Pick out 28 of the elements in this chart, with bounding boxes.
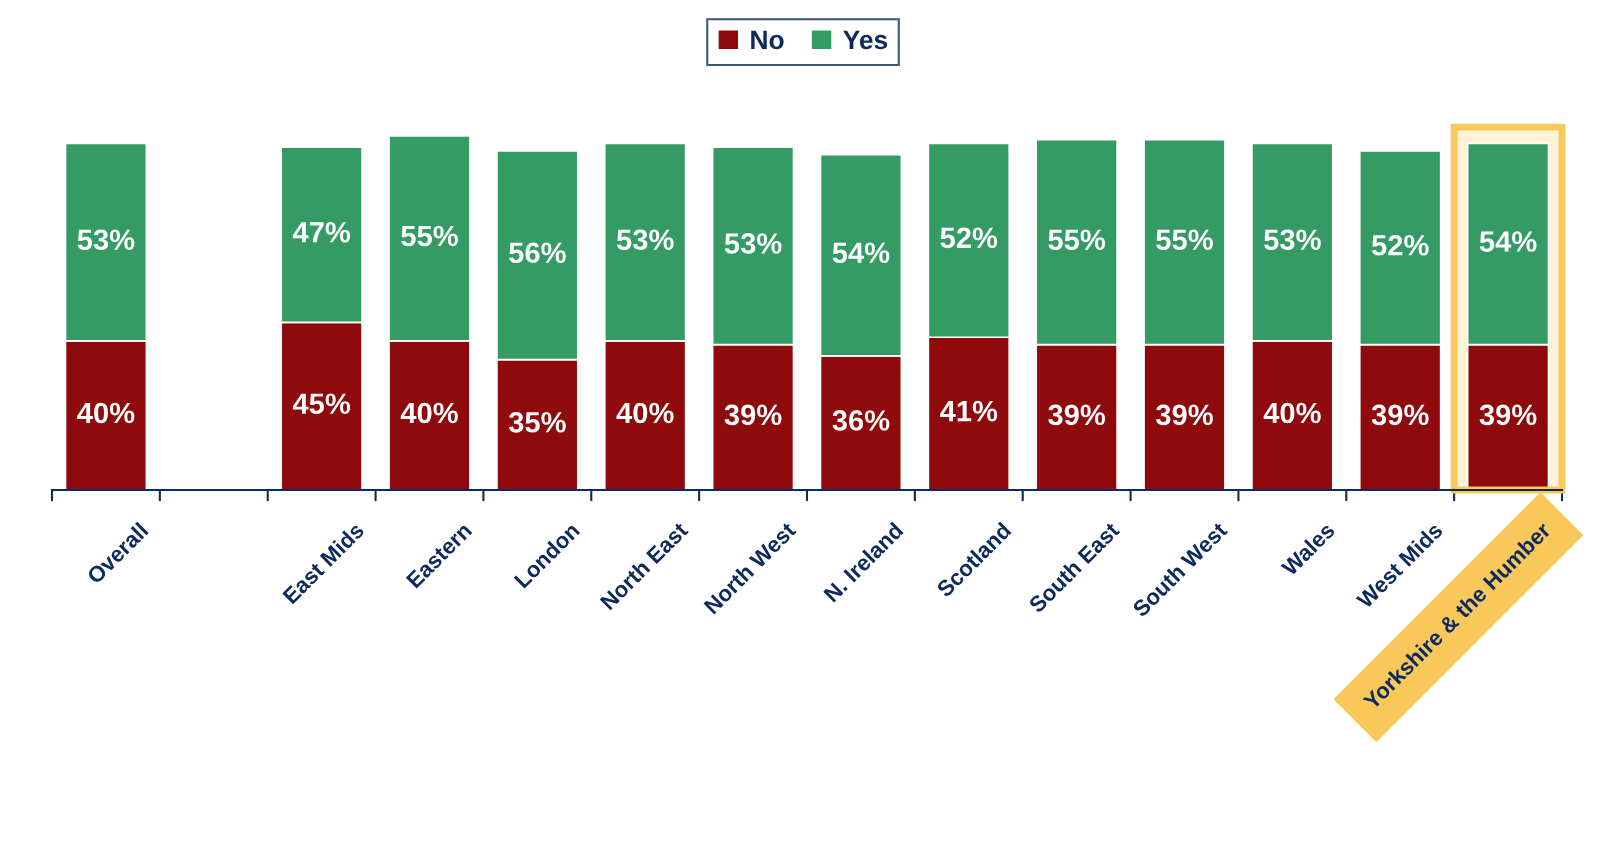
data-label: 47% [292, 222, 351, 243]
data-label: 40% [77, 402, 135, 424]
data-label: 53% [1264, 229, 1321, 251]
data-label: 39% [1371, 404, 1429, 426]
data-label: 52% [940, 227, 998, 249]
data-label: 39% [1479, 404, 1537, 426]
legend-label: Yes [843, 30, 888, 50]
data-label: 39% [1048, 404, 1106, 426]
data-label: 41% [940, 400, 998, 422]
data-label: 40% [1263, 402, 1321, 424]
data-label: 35% [508, 411, 566, 433]
data-label: 36% [832, 410, 890, 431]
data-label: 39% [724, 404, 782, 426]
data-label: 39% [1155, 404, 1213, 426]
data-label: 40% [400, 402, 458, 424]
data-label: 54% [832, 242, 890, 264]
data-label: 53% [616, 229, 674, 251]
data-label: 56% [509, 242, 566, 264]
legend-label: No [751, 30, 784, 50]
data-label: 52% [1371, 234, 1429, 256]
data-label: 55% [401, 225, 458, 247]
data-label: 40% [616, 402, 674, 424]
data-label: 55% [1156, 229, 1213, 251]
data-label: 54% [1479, 231, 1537, 252]
data-label: 53% [724, 233, 782, 254]
data-label: 53% [77, 229, 135, 251]
data-label: 55% [1048, 229, 1106, 251]
data-label: 45% [292, 393, 351, 414]
